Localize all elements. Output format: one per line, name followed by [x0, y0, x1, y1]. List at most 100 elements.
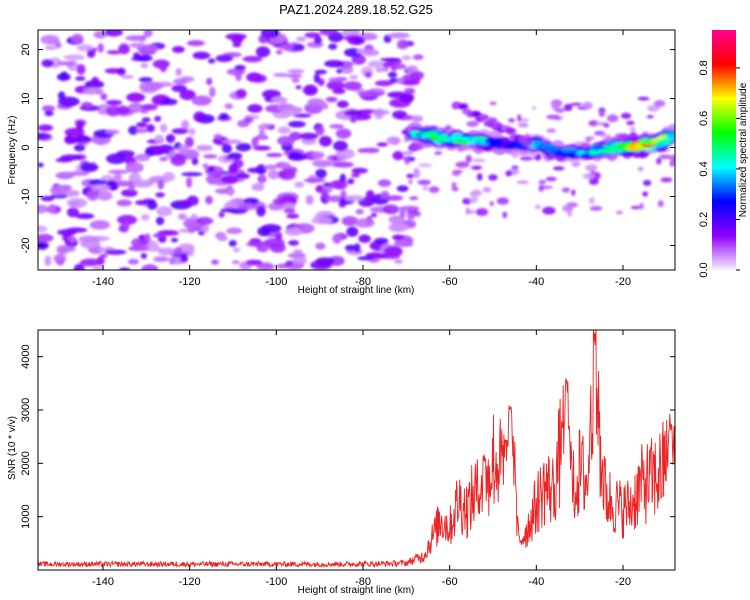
spectrogram-noise-blob	[253, 145, 271, 151]
spectrogram-x-tick-label: -140	[92, 276, 114, 288]
spectrogram-noise-blob	[99, 253, 108, 259]
spectrogram-noise-blob	[303, 84, 318, 96]
spectrogram-noise-blob	[258, 130, 266, 141]
spectrogram-noise-blob	[403, 115, 413, 121]
spectrogram-noise-blob	[116, 67, 126, 76]
spectrogram-noise-blob	[365, 190, 375, 200]
spectrogram-noise-blob	[64, 127, 85, 137]
spectrogram-noise-blob	[516, 180, 529, 185]
spectrogram-noise-blob	[511, 165, 519, 170]
spectrogram-noise-blob	[413, 167, 421, 179]
spectrogram-noise-blob	[388, 32, 410, 39]
spectrogram-noise-blob	[402, 150, 414, 156]
spectrogram-noise-blob	[538, 179, 547, 185]
spectrogram-noise-blob	[251, 136, 259, 148]
spectrogram-noise-blob	[180, 255, 189, 263]
spectrogram-noise-blob	[86, 49, 96, 58]
spectrogram-noise-blob	[179, 76, 195, 83]
spectrogram-noise-blob	[150, 175, 164, 181]
spectrogram-noise-blob	[258, 126, 266, 133]
spectrogram-noise-blob	[344, 110, 362, 117]
spectrogram-noise-blob	[305, 194, 314, 205]
spectrogram-y-label: Frequency (Hz)	[7, 116, 18, 185]
spectrogram-noise-blob	[362, 147, 380, 154]
spectrogram-noise-blob	[171, 84, 187, 93]
spectrogram-noise-blob	[128, 125, 139, 135]
spectrogram-noise-blob	[386, 136, 401, 145]
spectrogram-noise-blob	[235, 70, 242, 82]
spectrogram-noise-blob	[221, 143, 232, 154]
spectrogram-noise-blob	[173, 247, 183, 255]
snr-x-tick-label: -80	[355, 576, 371, 588]
spectrogram-noise-blob	[256, 205, 266, 217]
spectrogram-noise-blob	[295, 85, 302, 90]
spectrogram-noise-blob	[79, 258, 101, 267]
spectrogram-noise-blob	[358, 234, 371, 243]
spectrogram-noise-blob	[620, 112, 632, 119]
spectrogram-noise-blob	[315, 257, 335, 265]
spectrogram-noise-blob	[236, 173, 250, 180]
spectrogram-noise-blob	[135, 128, 149, 134]
spectrogram-noise-blob	[75, 213, 95, 220]
spectrogram-ridge-blob	[470, 110, 481, 117]
spectrogram-noise-blob	[417, 179, 431, 186]
spectrogram-noise-blob	[374, 80, 394, 87]
spectrogram-noise-blob	[193, 111, 206, 123]
spectrogram-noise-blob	[232, 42, 242, 48]
spectrogram-noise-blob	[120, 189, 138, 197]
spectrogram-noise-blob	[220, 207, 240, 213]
spectrogram-noise-blob	[196, 145, 213, 152]
spectrogram-noise-blob	[192, 51, 211, 60]
spectrogram-noise-blob	[593, 130, 606, 136]
spectrogram-noise-blob	[502, 211, 508, 219]
spectrogram-noise-blob	[585, 164, 598, 172]
spectrogram-noise-blob	[228, 163, 239, 174]
spectrogram-noise-blob	[410, 70, 425, 80]
spectrogram-noise-blob	[106, 153, 127, 165]
spectrogram-noise-blob	[75, 76, 86, 81]
spectrogram-noise-blob	[105, 99, 123, 106]
spectrogram-noise-blob	[44, 45, 57, 50]
spectrogram-ridge-blob	[428, 131, 439, 136]
snr-x-tick-label: -20	[615, 576, 631, 588]
spectrogram-noise-blob	[105, 129, 120, 135]
snr-x-tick-label: -40	[528, 576, 544, 588]
spectrogram-noise-blob	[315, 242, 326, 250]
spectrogram-noise-blob	[293, 249, 303, 255]
spectrogram-noise-blob	[96, 190, 113, 201]
spectrogram-y-axis: -20 -10 0 10 20	[20, 43, 675, 253]
spectrogram-noise-blob	[545, 176, 557, 182]
spectrogram-ridge-blob	[457, 103, 468, 110]
spectrogram-noise-blob	[653, 100, 666, 108]
spectrogram-noise-blob	[287, 153, 307, 161]
spectrogram-noise-blob	[307, 98, 325, 107]
spectrogram-y-tick-label: -20	[20, 238, 32, 254]
spectrogram-noise-blob	[642, 191, 649, 197]
spectrogram-noise-blob	[471, 165, 483, 170]
spectrogram-noise-blob	[329, 180, 346, 190]
spectrogram-noise-blob	[186, 195, 199, 206]
spectrogram-noise-blob	[147, 200, 158, 210]
spectrogram-noise-blob	[387, 91, 408, 99]
spectrogram-noise-blob	[406, 212, 416, 220]
spectrogram-noise-blob	[401, 55, 412, 61]
snr-y-tick-label: 4000	[20, 344, 32, 368]
spectrogram-noise-blob	[584, 136, 595, 140]
snr-y-axis: 1000 2000 3000 4000	[20, 344, 675, 529]
spectrogram-noise-blob	[451, 187, 459, 192]
spectrogram-noise-blob	[235, 88, 247, 99]
spectrogram-noise-blob	[187, 222, 197, 234]
spectrogram-noise-blob	[362, 49, 380, 57]
spectrogram-noise-blob	[313, 73, 321, 83]
spectrogram-noise-blob	[335, 128, 352, 139]
spectrogram-noise-blob	[251, 182, 265, 192]
spectrogram-noise-blob	[275, 49, 283, 55]
spectrogram-noise-blob	[38, 124, 54, 132]
spectrogram-noise-blob	[393, 241, 414, 248]
spectrogram-noise-blob	[657, 200, 664, 208]
spectrogram-noise-blob	[599, 134, 612, 138]
spectrogram-noise-blob	[135, 199, 150, 206]
spectrogram-noise-blob	[171, 128, 189, 135]
spectrogram-ridge-blob	[656, 139, 672, 145]
spectrogram-noise-blob	[112, 180, 134, 187]
